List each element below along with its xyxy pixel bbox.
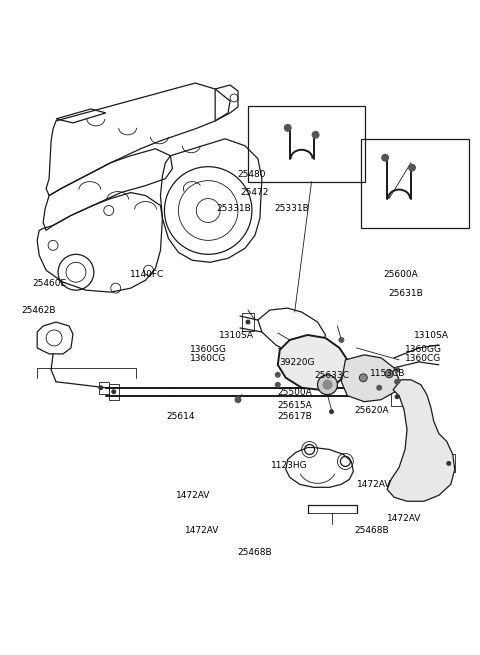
Circle shape <box>394 379 400 384</box>
Text: 25472: 25472 <box>240 188 268 197</box>
Circle shape <box>385 370 393 378</box>
Text: 39220G: 39220G <box>280 358 315 367</box>
Circle shape <box>394 367 400 373</box>
Bar <box>391 388 403 405</box>
Circle shape <box>395 394 399 399</box>
Bar <box>109 384 119 400</box>
Text: 25331B: 25331B <box>275 204 309 214</box>
Text: 25462B: 25462B <box>22 306 56 315</box>
Circle shape <box>111 389 116 394</box>
Text: 1360GG: 1360GG <box>191 345 228 354</box>
Circle shape <box>235 396 241 403</box>
Text: 1310SA: 1310SA <box>218 331 253 340</box>
Bar <box>361 139 468 229</box>
Text: 1360CG: 1360CG <box>191 354 227 364</box>
Text: 1472AV: 1472AV <box>387 514 421 523</box>
Circle shape <box>381 154 389 162</box>
Circle shape <box>376 384 382 391</box>
Circle shape <box>360 374 367 382</box>
Bar <box>443 455 455 472</box>
Circle shape <box>275 372 281 378</box>
Text: 1140FC: 1140FC <box>130 269 165 278</box>
Text: 1472AV: 1472AV <box>357 479 391 489</box>
Text: 25633C: 25633C <box>314 371 349 381</box>
Text: 1360CG: 1360CG <box>405 354 441 364</box>
Text: 25500A: 25500A <box>277 388 312 397</box>
Polygon shape <box>387 380 455 501</box>
Circle shape <box>245 320 251 324</box>
Bar <box>248 106 365 181</box>
Text: 25620A: 25620A <box>355 407 389 415</box>
Circle shape <box>323 380 333 390</box>
Polygon shape <box>341 355 399 402</box>
Text: 1472AV: 1472AV <box>176 491 210 500</box>
Circle shape <box>408 164 416 172</box>
Circle shape <box>275 382 281 388</box>
Text: 25460E: 25460E <box>33 278 67 288</box>
Circle shape <box>329 409 334 414</box>
Text: 25617B: 25617B <box>277 413 312 421</box>
Circle shape <box>338 337 344 343</box>
Circle shape <box>312 131 320 139</box>
Bar <box>99 382 109 394</box>
Circle shape <box>318 375 337 395</box>
Text: 25631B: 25631B <box>388 289 423 298</box>
Text: 25600A: 25600A <box>383 269 418 278</box>
Text: 1153CB: 1153CB <box>370 369 405 378</box>
Polygon shape <box>278 335 348 390</box>
Text: 25468B: 25468B <box>238 548 272 557</box>
Text: 25468B: 25468B <box>355 527 389 536</box>
Circle shape <box>98 385 103 390</box>
Text: 1123HG: 1123HG <box>271 461 308 470</box>
Bar <box>242 313 254 331</box>
Text: 25615A: 25615A <box>277 402 312 410</box>
Circle shape <box>284 124 292 132</box>
Text: 25331B: 25331B <box>216 204 251 214</box>
Text: 25614: 25614 <box>166 412 194 421</box>
Text: 25480: 25480 <box>238 170 266 179</box>
Circle shape <box>446 461 451 466</box>
Text: 1472AV: 1472AV <box>185 527 219 536</box>
Text: 1310SA: 1310SA <box>414 331 449 340</box>
Text: 1360GG: 1360GG <box>405 345 442 354</box>
